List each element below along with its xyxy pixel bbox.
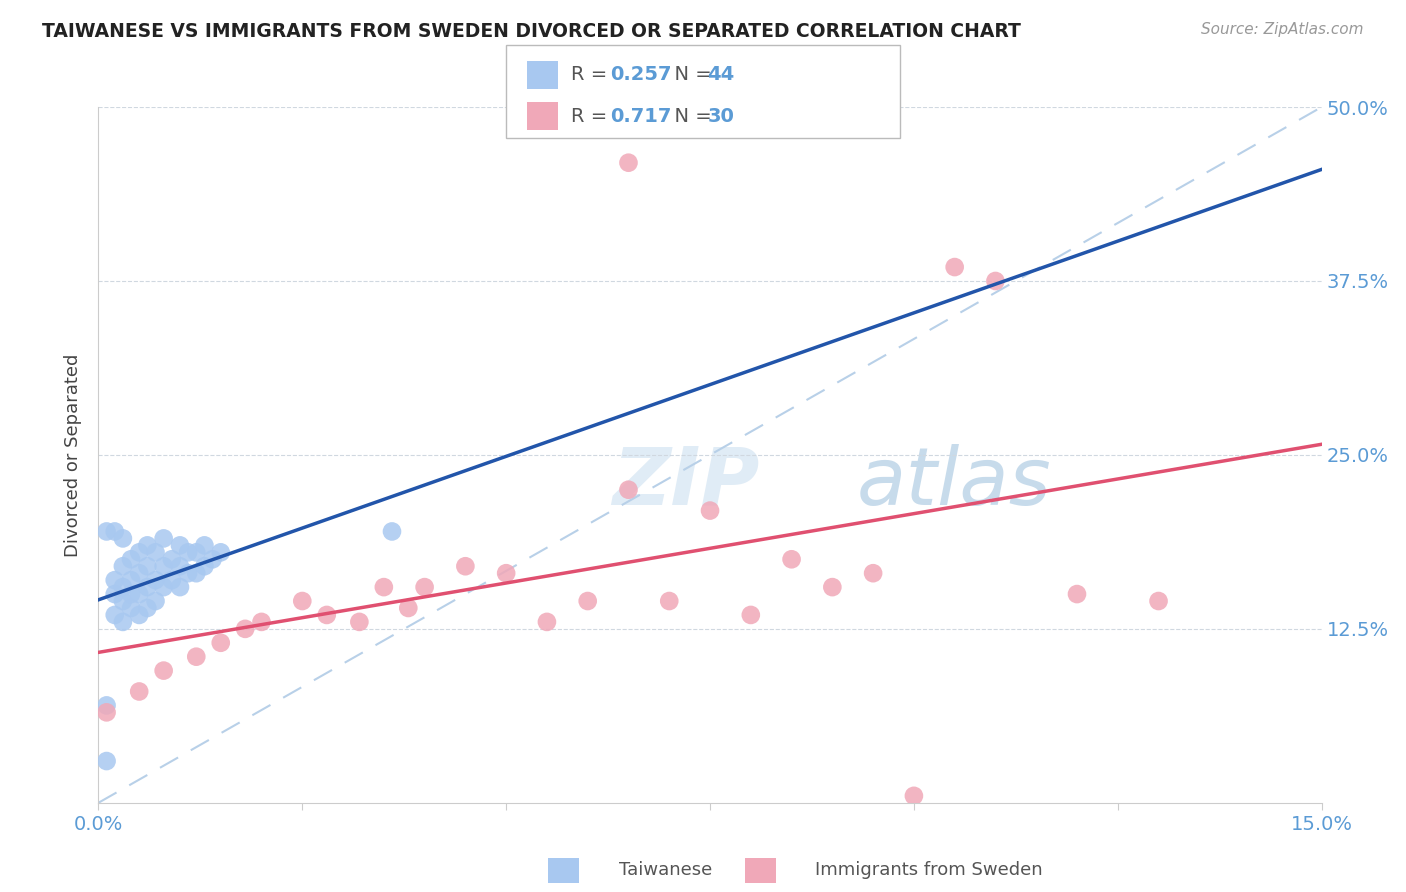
Point [160, 573, 183, 587]
Point [128, 607, 150, 622]
Point [658, 594, 681, 608]
Point [396, 601, 419, 615]
Text: N =: N = [662, 106, 718, 126]
Text: atlas: atlas [856, 443, 1052, 522]
Point [413, 580, 436, 594]
Point [576, 594, 599, 608]
Point [111, 580, 134, 594]
Point [128, 566, 150, 581]
Point [96, 524, 118, 539]
Point [903, 789, 925, 803]
Point [120, 587, 142, 601]
Point [128, 684, 150, 698]
Text: Source: ZipAtlas.com: Source: ZipAtlas.com [1201, 22, 1364, 37]
Point [233, 622, 256, 636]
Point [152, 664, 174, 678]
Point [111, 559, 134, 574]
Point [1066, 587, 1088, 601]
Text: R =: R = [571, 65, 613, 85]
Point [536, 615, 558, 629]
Point [201, 552, 224, 566]
Point [1147, 594, 1170, 608]
Point [136, 538, 159, 552]
Point [984, 274, 1007, 288]
Text: ZIP: ZIP [612, 443, 759, 522]
Text: 30: 30 [707, 106, 734, 126]
Point [96, 754, 118, 768]
Point [780, 552, 803, 566]
Point [160, 552, 183, 566]
Point [128, 545, 150, 559]
Text: N =: N = [662, 65, 718, 85]
Point [120, 552, 142, 566]
Point [136, 601, 159, 615]
Point [136, 559, 159, 574]
Point [169, 580, 191, 594]
Point [177, 566, 200, 581]
Point [821, 580, 844, 594]
Point [177, 545, 200, 559]
Point [96, 706, 118, 720]
Point [209, 636, 232, 650]
Text: R =: R = [571, 106, 613, 126]
Point [943, 260, 966, 274]
Point [186, 649, 208, 664]
Point [250, 615, 273, 629]
Point [381, 524, 404, 539]
Point [186, 566, 208, 581]
Text: 0.257: 0.257 [610, 65, 672, 85]
Point [193, 559, 215, 574]
Point [145, 573, 167, 587]
Text: Immigrants from Sweden: Immigrants from Sweden [815, 861, 1043, 879]
Text: TAIWANESE VS IMMIGRANTS FROM SWEDEN DIVORCED OR SEPARATED CORRELATION CHART: TAIWANESE VS IMMIGRANTS FROM SWEDEN DIVO… [42, 22, 1021, 41]
Point [291, 594, 314, 608]
Point [862, 566, 884, 581]
Point [349, 615, 371, 629]
Point [186, 545, 208, 559]
Point [152, 580, 174, 594]
Point [373, 580, 395, 594]
Point [104, 607, 127, 622]
Point [120, 601, 142, 615]
Point [209, 545, 232, 559]
Y-axis label: Divorced or Separated: Divorced or Separated [65, 353, 83, 557]
Point [617, 155, 640, 169]
Point [152, 532, 174, 546]
Point [169, 538, 191, 552]
Point [111, 615, 134, 629]
Text: Taiwanese: Taiwanese [619, 861, 711, 879]
Point [495, 566, 517, 581]
Point [617, 483, 640, 497]
Point [699, 503, 721, 517]
Point [104, 587, 127, 601]
Point [136, 580, 159, 594]
Point [193, 538, 215, 552]
Point [315, 607, 337, 622]
Point [104, 524, 127, 539]
Point [111, 532, 134, 546]
Point [111, 594, 134, 608]
Point [169, 559, 191, 574]
Point [145, 594, 167, 608]
Point [145, 545, 167, 559]
Text: 0.717: 0.717 [610, 106, 672, 126]
Point [120, 573, 142, 587]
Point [128, 587, 150, 601]
Point [740, 607, 762, 622]
Point [96, 698, 118, 713]
Text: 44: 44 [707, 65, 734, 85]
Point [104, 573, 127, 587]
Point [454, 559, 477, 574]
Point [152, 559, 174, 574]
